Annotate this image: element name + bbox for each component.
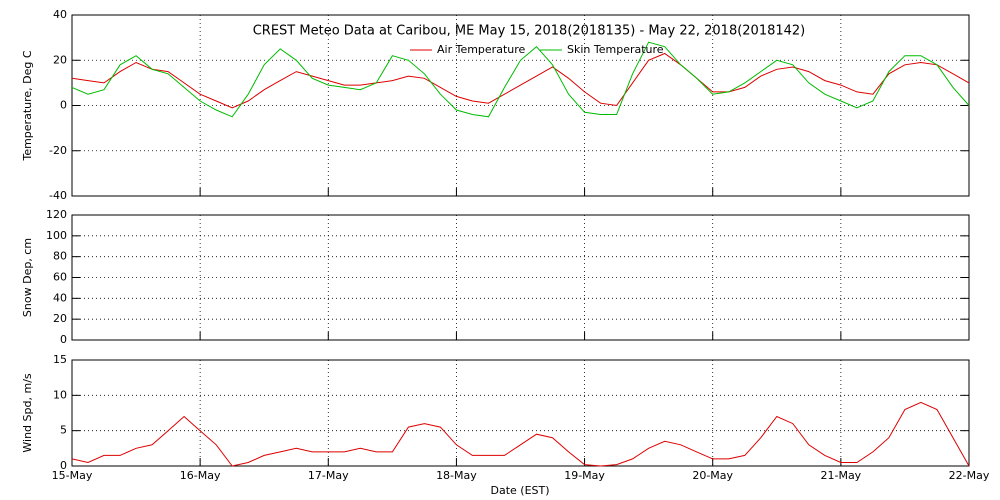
- x-tick-label: 18-May: [436, 469, 477, 482]
- x-tick-label: 19-May: [564, 469, 605, 482]
- x-tick-label: 17-May: [308, 469, 349, 482]
- y-tick-label: -20: [49, 144, 67, 157]
- y-tick-label: 0: [60, 459, 67, 472]
- y-tick-label: 40: [53, 291, 67, 304]
- legend-label: Skin Temperature: [567, 43, 664, 56]
- chart-title: CREST Meteo Data at Caribou, ME May 15, …: [253, 24, 806, 39]
- x-axis-label: Date (EST): [490, 484, 549, 497]
- series-line: [71, 401, 970, 467]
- x-tick-label: 16-May: [180, 469, 221, 482]
- y-tick-label: 80: [53, 250, 67, 263]
- y-tick-label: 15: [53, 353, 67, 366]
- y-tick-label: 20: [53, 312, 67, 325]
- plot-frame: [71, 359, 970, 467]
- x-tick-label: 20-May: [692, 469, 733, 482]
- series-line: [71, 41, 970, 118]
- y-tick-label: 0: [60, 99, 67, 112]
- y-axis-label: Temperature, Deg C: [21, 50, 34, 161]
- x-tick-label: 21-May: [820, 469, 861, 482]
- y-tick-label: -40: [49, 189, 67, 202]
- y-axis-label: Snow Dep, cm: [21, 238, 34, 317]
- y-tick-label: 5: [60, 424, 67, 437]
- y-tick-label: 10: [53, 388, 67, 401]
- legend-label: Air Temperature: [437, 43, 526, 56]
- series-line: [71, 52, 970, 109]
- y-tick-label: 20: [53, 53, 67, 66]
- y-tick-label: 100: [46, 229, 67, 242]
- y-tick-label: 60: [53, 271, 67, 284]
- y-axis-label: Wind Spd, m/s: [21, 373, 34, 453]
- y-tick-label: 0: [60, 333, 67, 346]
- x-tick-label: 22-May: [949, 469, 990, 482]
- y-tick-label: 120: [46, 208, 67, 221]
- x-tick-label: 15-May: [52, 469, 93, 482]
- y-tick-label: 40: [53, 8, 67, 21]
